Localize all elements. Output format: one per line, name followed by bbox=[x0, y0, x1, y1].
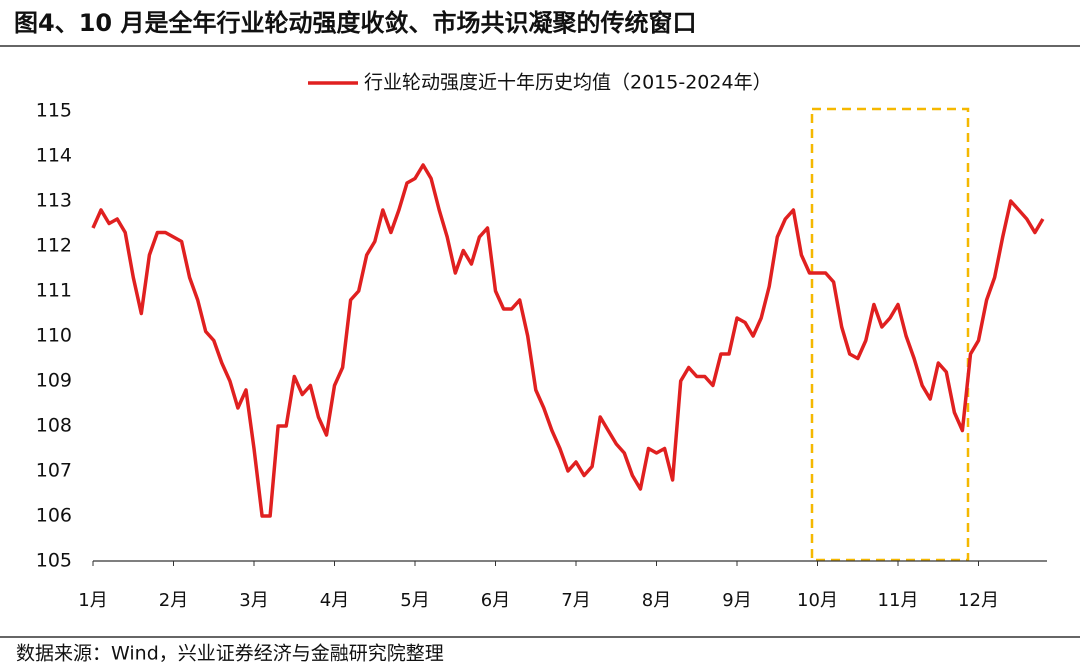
x-tick-label: 8月 bbox=[642, 590, 671, 611]
series-line bbox=[91, 163, 1045, 518]
source-note: 数据来源：Wind，兴业证券经济与金融研究院整理 bbox=[16, 643, 444, 665]
y-tick-label: 114 bbox=[36, 145, 72, 167]
legend-label: 行业轮动强度近十年历史均值（2015-2024年） bbox=[364, 72, 772, 94]
y-tick-label: 112 bbox=[36, 235, 72, 257]
x-tick-label: 6月 bbox=[481, 590, 510, 611]
x-tick-label: 11月 bbox=[878, 590, 919, 611]
y-tick-label: 105 bbox=[36, 550, 72, 572]
x-tick-label: 1月 bbox=[78, 590, 107, 611]
y-tick-label: 108 bbox=[36, 415, 72, 437]
y-tick-label: 111 bbox=[36, 280, 72, 302]
x-tick-label: 3月 bbox=[239, 590, 268, 611]
x-tick-label: 10月 bbox=[797, 590, 838, 611]
x-tick-label: 4月 bbox=[320, 590, 349, 611]
x-tick-label: 9月 bbox=[722, 590, 751, 611]
y-tick-label: 115 bbox=[36, 100, 72, 122]
y-tick-label: 107 bbox=[36, 460, 72, 482]
x-tick-label: 5月 bbox=[400, 590, 429, 611]
highlight-box bbox=[810, 107, 970, 562]
x-tick-label: 12月 bbox=[958, 590, 999, 611]
y-tick-label: 109 bbox=[36, 370, 72, 392]
y-tick-label: 113 bbox=[36, 190, 72, 212]
x-tick-label: 7月 bbox=[561, 590, 590, 611]
y-tick-label: 106 bbox=[36, 505, 72, 527]
x-tick-label: 2月 bbox=[159, 590, 188, 611]
chart-title: 图4、10 月是全年行业轮动强度收敛、市场共识凝聚的传统窗口 bbox=[14, 9, 696, 37]
y-tick-label: 110 bbox=[36, 325, 72, 347]
